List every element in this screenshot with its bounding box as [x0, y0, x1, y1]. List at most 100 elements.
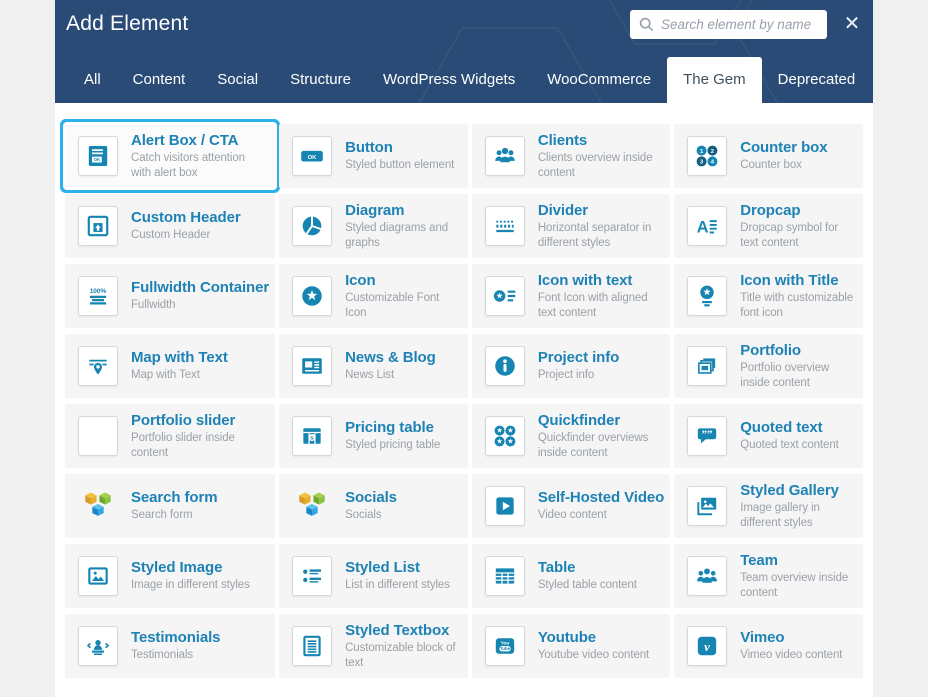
- styled-textbox-icon: [292, 626, 333, 666]
- element-card-icon-with-text[interactable]: Icon with text Font Icon with aligned tex…: [471, 264, 671, 328]
- element-card-quoted-text[interactable]: ”” Quoted text Quoted text content: [674, 404, 863, 468]
- element-description: Styled table content: [537, 579, 637, 592]
- element-card-vimeo[interactable]: v Vimeo Vimeo video content: [674, 614, 863, 678]
- element-card-styled-textbox[interactable]: Styled Textbox Customizable block of text: [279, 614, 468, 678]
- element-card-portfolio-slider[interactable]: Portfolio slider Portfolio slider inside …: [65, 404, 276, 468]
- element-card-youtube[interactable]: You Tube Youtube Youtube video content: [471, 614, 671, 678]
- tab-content[interactable]: Content: [132, 71, 186, 88]
- element-title: Styled List: [345, 559, 420, 577]
- element-card-alert-box-cta[interactable]: OK Alert Box / CTA Catch visitors attentio…: [65, 124, 276, 188]
- element-card-pricing-table[interactable]: $ Pricing table Styled pricing table: [279, 404, 468, 468]
- styled-list-icon: [292, 556, 333, 596]
- element-card-search-form[interactable]: Search form Search form: [65, 474, 276, 538]
- youtube-icon: You Tube: [484, 626, 525, 666]
- element-card-portfolio[interactable]: Portfolio Portfolio overview inside conte…: [674, 334, 863, 398]
- search-input[interactable]: [630, 10, 827, 39]
- element-title: Map with Text: [131, 349, 228, 367]
- element-description: Youtube video content: [537, 649, 650, 662]
- element-card-clients[interactable]: Clients Clients overview inside content: [471, 124, 671, 188]
- styled-gallery-icon: [687, 486, 728, 526]
- element-card-testimonials[interactable]: Testimonials Testimonials: [65, 614, 276, 678]
- element-card-text: Testimonials Testimonials: [131, 629, 220, 662]
- element-card-map-with-text[interactable]: Map with Text Map with Text: [65, 334, 276, 398]
- element-card-socials[interactable]: Socials Socials: [279, 474, 468, 538]
- alert-box-cta-icon: OK: [78, 136, 118, 176]
- svg-text:Tube: Tube: [500, 646, 511, 651]
- element-description: Image gallery in different styles: [740, 502, 820, 529]
- element-card-icon[interactable]: Icon Customizable Font Icon: [279, 264, 468, 328]
- tab-all[interactable]: All: [84, 71, 101, 88]
- element-title: Styled Gallery: [740, 482, 839, 500]
- element-card-fullwidth-container[interactable]: 100% Fullwidth Container Fullwidth: [65, 264, 276, 328]
- dropcap-icon: A: [687, 206, 728, 246]
- element-title: Counter box: [740, 139, 828, 157]
- element-title: Portfolio: [740, 342, 801, 360]
- element-title: Dropcap: [740, 202, 801, 220]
- map-with-text-icon: [78, 346, 118, 386]
- element-title: News & Blog: [345, 349, 436, 367]
- element-description: Testimonials: [131, 649, 194, 662]
- element-card-news-blog[interactable]: News & Blog News List: [279, 334, 468, 398]
- element-card-text: Dropcap Dropcap symbol for text content: [740, 202, 857, 250]
- portfolio-icon: [687, 346, 728, 386]
- svg-text:2: 2: [711, 149, 715, 155]
- tab-woocommerce[interactable]: WooCommerce: [547, 71, 652, 88]
- tab-structure[interactable]: Structure: [290, 71, 351, 88]
- quickfinder-icon: [484, 416, 525, 456]
- tab-deprecated[interactable]: Deprecated: [777, 71, 856, 88]
- element-description: News List: [345, 369, 395, 382]
- element-card-custom-header[interactable]: Custom Header Custom Header: [65, 194, 276, 258]
- element-card-dropcap[interactable]: A Dropcap Dropcap symbol for text content: [674, 194, 863, 258]
- modal-body: OK Alert Box / CTA Catch visitors attentio…: [55, 103, 873, 688]
- element-description: Dropcap symbol for text content: [740, 222, 839, 249]
- element-card-text: Icon Customizable Font Icon: [345, 272, 462, 320]
- tab-the-gem[interactable]: The Gem: [667, 57, 762, 103]
- counter-box-icon: 1 2 3 4: [687, 136, 728, 176]
- element-title: Icon with Title: [740, 272, 839, 290]
- svg-text:””: ””: [702, 429, 713, 441]
- svg-text:OK: OK: [94, 157, 101, 162]
- element-title: Socials: [345, 489, 397, 507]
- element-card-team[interactable]: Team Team overview inside content: [674, 544, 863, 608]
- element-card-project-info[interactable]: Project info Project info: [471, 334, 671, 398]
- vimeo-icon: v: [687, 626, 728, 666]
- element-description: Socials: [345, 509, 382, 522]
- element-card-icon-with-title[interactable]: Icon with Title Title with customizable f…: [674, 264, 863, 328]
- element-card-diagram[interactable]: Diagram Styled diagrams and graphs: [279, 194, 468, 258]
- svg-text:OK: OK: [308, 155, 318, 161]
- search-icon: [639, 17, 654, 32]
- custom-header-icon: [78, 206, 118, 246]
- element-title: Diagram: [345, 202, 405, 220]
- add-element-modal: Add Element ✕ All Content Social Structure W…: [55, 0, 873, 697]
- element-description: Font Icon with aligned text content: [537, 292, 648, 319]
- element-title: Button: [345, 139, 393, 157]
- element-title: Vimeo: [740, 629, 785, 647]
- element-description: Styled diagrams and graphs: [345, 222, 449, 249]
- element-card-styled-image[interactable]: Styled Image Image in different styles: [65, 544, 276, 608]
- tab-social[interactable]: Social: [217, 71, 259, 88]
- element-description: Customizable Font Icon: [345, 292, 440, 319]
- element-description: Catch visitors attention with alert box: [131, 152, 245, 179]
- element-title: Styled Textbox: [345, 622, 450, 640]
- icon-with-text-icon: [484, 276, 525, 316]
- element-title: Icon: [345, 272, 376, 290]
- element-card-table[interactable]: Table Styled table content: [471, 544, 671, 608]
- element-title: Quoted text: [740, 419, 823, 437]
- close-icon[interactable]: ✕: [843, 13, 861, 35]
- fullwidth-container-icon: 100%: [78, 276, 118, 316]
- element-card-styled-list[interactable]: Styled List List in different styles: [279, 544, 468, 608]
- element-title: Custom Header: [131, 209, 241, 227]
- element-card-divider[interactable]: Divider Horizontal separator in different…: [471, 194, 671, 258]
- element-card-quickfinder[interactable]: Quickfinder Quickfinder overviews inside …: [471, 404, 671, 468]
- element-card-self-hosted-video[interactable]: Self-Hosted Video Video content: [471, 474, 671, 538]
- element-card-text: Portfolio slider Portfolio slider inside …: [131, 412, 255, 460]
- tab-wordpress-widgets[interactable]: WordPress Widgets: [382, 71, 516, 88]
- element-description: Video content: [537, 509, 607, 522]
- element-card-counter-box[interactable]: 1 2 3 4 Counter box Counter box: [674, 124, 863, 188]
- element-description: Search form: [131, 509, 193, 522]
- element-card-styled-gallery[interactable]: Styled Gallery Image gallery in different…: [674, 474, 863, 538]
- element-title: Team: [740, 552, 778, 570]
- element-card-button[interactable]: OK Button Styled button element: [279, 124, 468, 188]
- gem-cubes-icon: [292, 486, 332, 526]
- search-box: [630, 10, 827, 39]
